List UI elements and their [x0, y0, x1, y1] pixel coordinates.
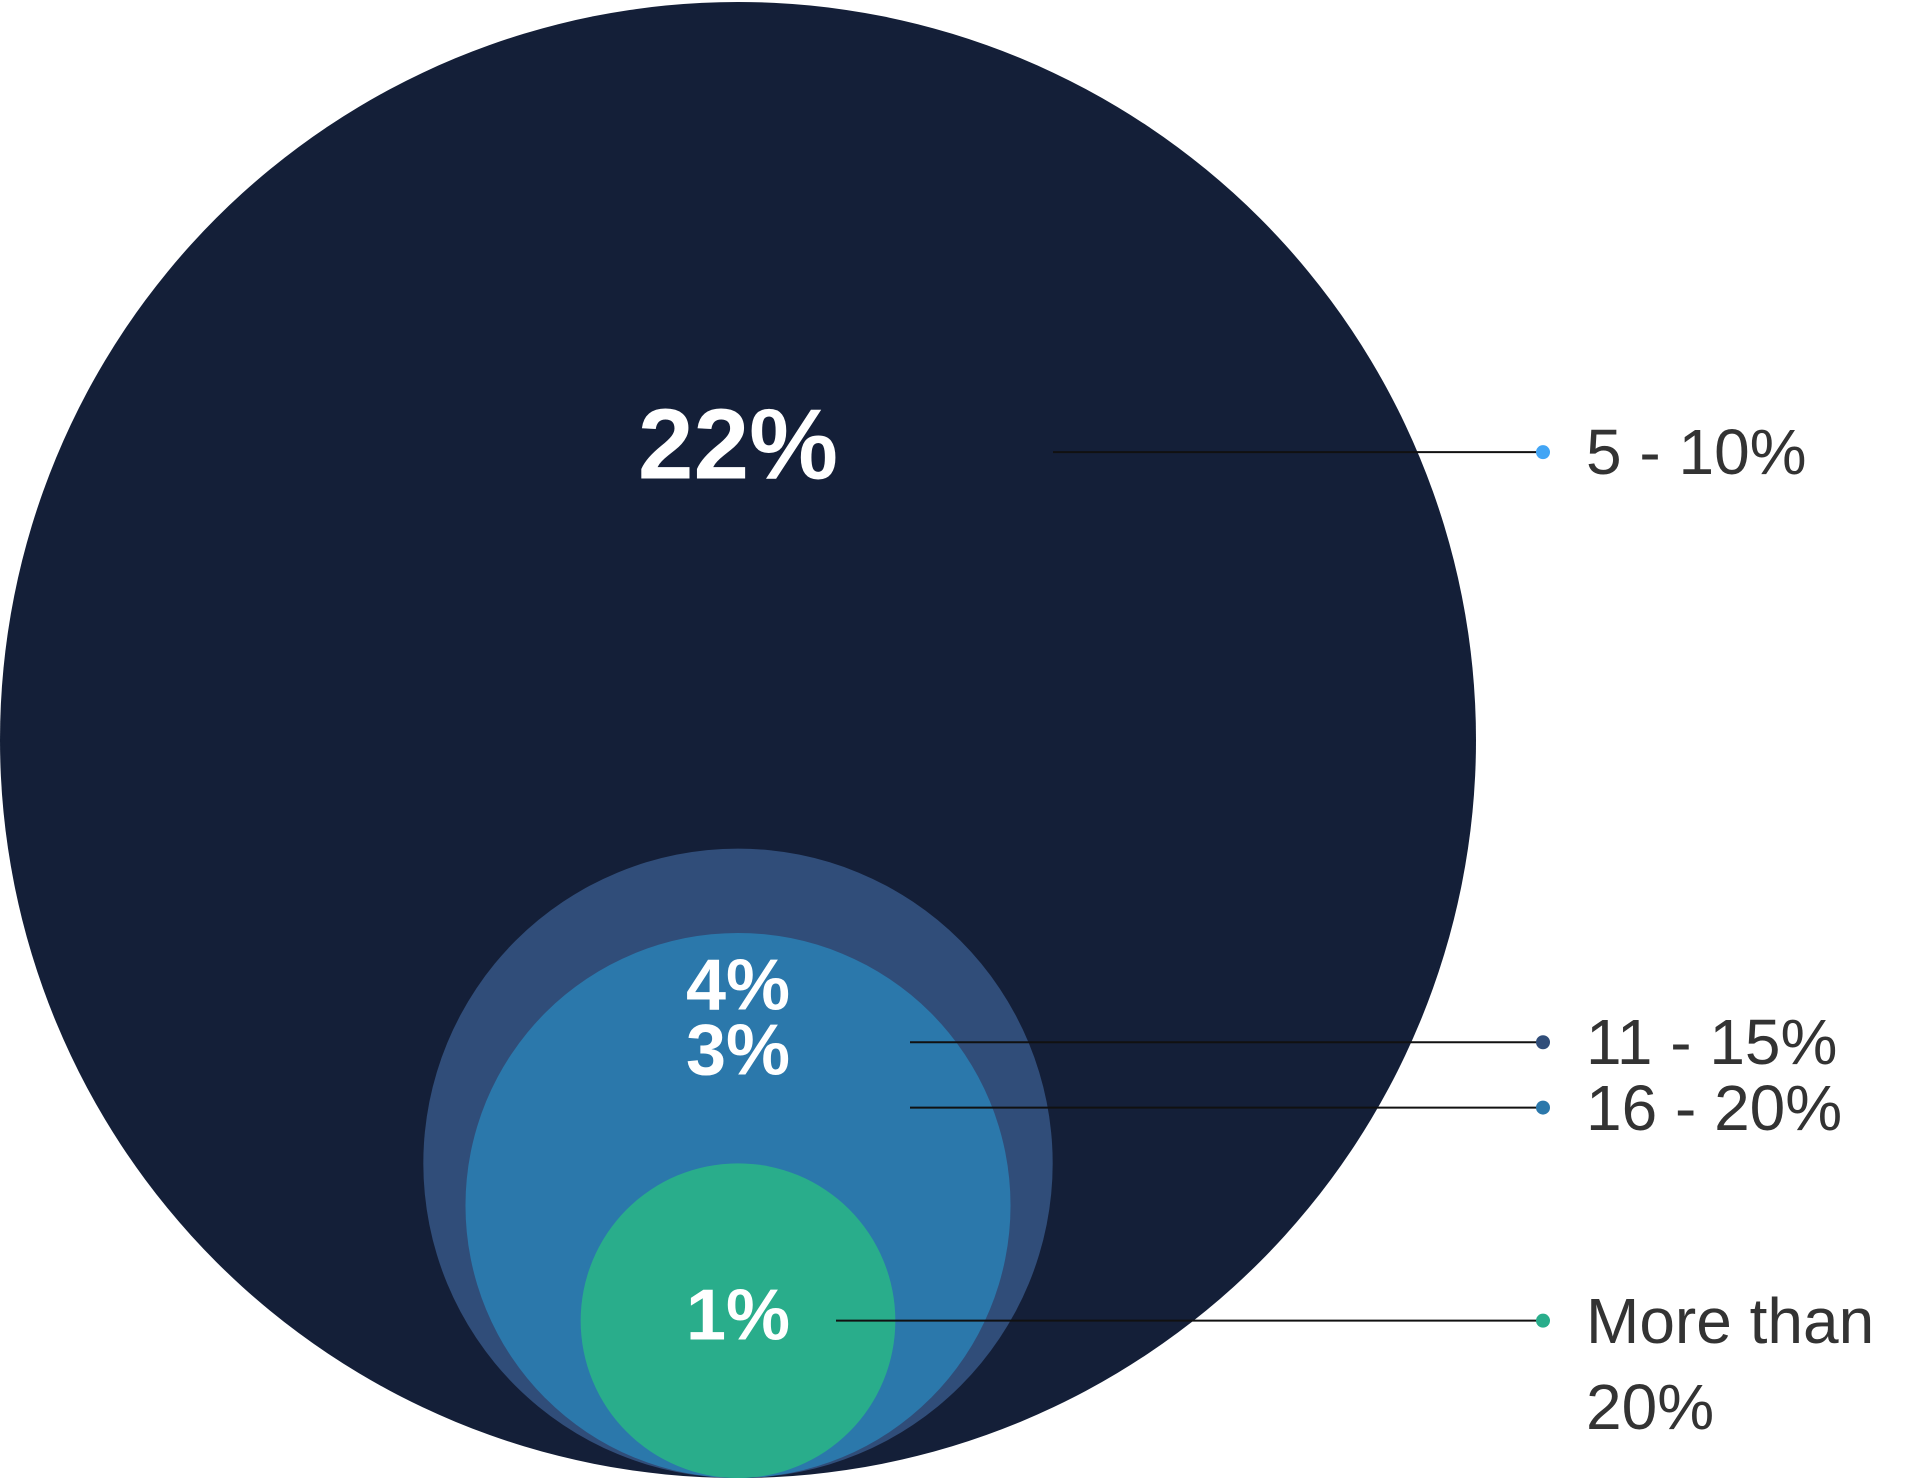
legend-dot: [1536, 445, 1550, 460]
value-label: 3%: [686, 1011, 790, 1091]
value-label: 1%: [686, 1276, 790, 1356]
bubble: [0, 2, 1476, 1478]
legend-dot: [1536, 1100, 1550, 1115]
bubble: [580, 1163, 896, 1478]
value-label: 22%: [638, 389, 838, 501]
legend-dot: [1536, 1035, 1550, 1050]
legend-dot: [1536, 1313, 1550, 1328]
value-label: 4%: [686, 945, 790, 1025]
legend-label: 11 - 15%: [1586, 1006, 1838, 1079]
legend-label: 5 - 10%: [1586, 416, 1807, 489]
legend-label: 16 - 20%: [1586, 1071, 1843, 1144]
legend-label: More than 20%: [1586, 1284, 1875, 1443]
